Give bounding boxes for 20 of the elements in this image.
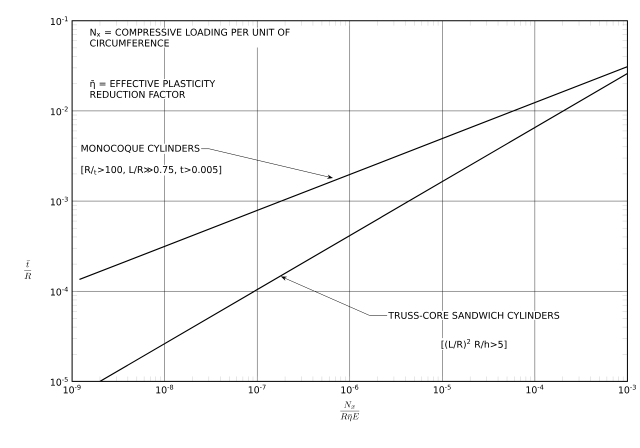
y-tick-label: 10$^{-4}$ bbox=[50, 287, 68, 296]
y-tick-label: 10$^{-5}$ bbox=[50, 377, 68, 386]
y-axis-title: $\frac{\bar{t}}{R}$ bbox=[24, 260, 32, 280]
annotation: [R/$_{t}$>100, L/R≫0.75, t>0.005] bbox=[81, 166, 222, 175]
x-tick-label: 10$^{-8}$ bbox=[156, 384, 174, 394]
x-axis-title: $\frac{N_x}{R\bar{\eta}E}$ bbox=[340, 402, 360, 422]
x-tick-label: 10$^{-5}$ bbox=[434, 384, 451, 394]
y-tick-label: 10$^{-1}$ bbox=[50, 16, 68, 26]
annotation: [(L/R)$^{2}$ R/h>5] bbox=[442, 339, 506, 350]
x-tick-label: 10$^{-4}$ bbox=[526, 384, 544, 394]
x-tick-label: 10$^{-7}$ bbox=[248, 384, 266, 394]
annotation: TRUSS-CORE SANDWICH CYLINDERS bbox=[388, 312, 560, 320]
annotation: MONOCOQUE CYLINDERS bbox=[82, 144, 200, 154]
annotation: N$_{x}$ = COMPRESSIVE LOADING PER UNIT OF CIRCUMFERENCE bbox=[90, 28, 290, 47]
y-tick-label: 10$^{-2}$ bbox=[50, 106, 68, 116]
x-tick-label: 10$^{-9}$ bbox=[64, 384, 81, 394]
x-tick-label: 10$^{-6}$ bbox=[341, 384, 358, 394]
annotation: η̄ = EFFECTIVE PLASTICITY REDUCTION FACTOR bbox=[90, 80, 216, 98]
x-tick-label: 10$^{-3}$ bbox=[618, 384, 636, 394]
y-tick-label: 10$^{-3}$ bbox=[50, 196, 68, 206]
